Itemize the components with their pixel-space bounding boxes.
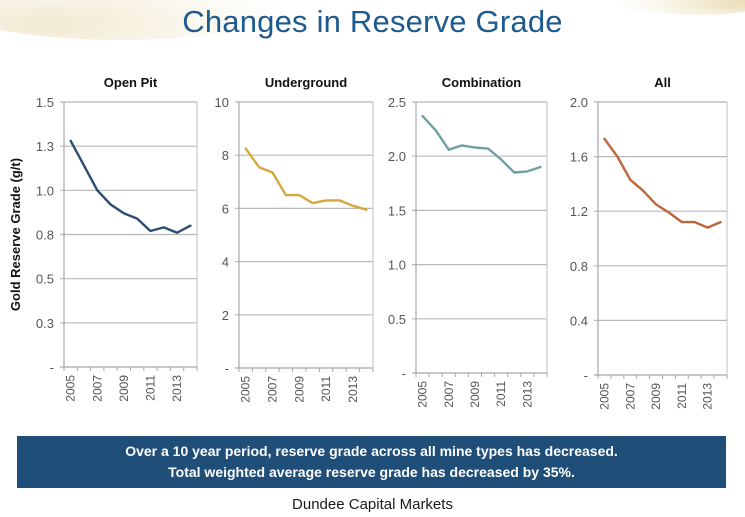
y-tick-label: 1.5 xyxy=(388,203,406,218)
charts-panel: Open Pit - 0.3 0.5 0.8 1.0 1.3 1.5 2005 2007 2009 2… xyxy=(8,75,728,410)
series-line-open-pit xyxy=(69,139,192,234)
source-credit: Dundee Capital Markets xyxy=(292,496,453,513)
y-tick-label: 2.0 xyxy=(388,149,406,164)
y-tick-label: 0.5 xyxy=(36,272,54,287)
y-tick-label: 1.0 xyxy=(388,258,406,273)
series-line-underground xyxy=(244,147,368,211)
x-tick-label: 2011 xyxy=(675,383,689,409)
series-line-combination xyxy=(421,114,542,174)
chart-title: Underground xyxy=(265,75,347,90)
x-tick-label: 2011 xyxy=(143,375,157,401)
x-tick-label: 2005 xyxy=(239,376,253,403)
x-tick-label: 2013 xyxy=(520,381,534,408)
x-tick-label: 2005 xyxy=(597,383,611,410)
x-tick-label: 2013 xyxy=(346,376,360,403)
x-tick-label: 2007 xyxy=(442,381,456,408)
y-tick-label: 0.4 xyxy=(570,313,588,328)
x-tick-label: 2013 xyxy=(170,375,184,402)
page-title: Changes in Reserve Grade xyxy=(182,4,563,39)
x-tick-label: 2009 xyxy=(468,381,482,408)
y-tick-label: 1.6 xyxy=(570,150,588,165)
y-tick-label: 8 xyxy=(222,148,229,163)
x-tick-label: 2011 xyxy=(494,381,508,407)
callout-line-2: Total weighted average reserve grade has… xyxy=(168,464,575,480)
y-tick-label: - xyxy=(225,361,229,376)
y-tick-label: 0.5 xyxy=(388,312,406,327)
summary-callout: Over a 10 year period, reserve grade acr… xyxy=(17,436,726,488)
chart-title: Open Pit xyxy=(104,75,158,90)
y-tick-label: 10 xyxy=(215,95,229,110)
y-tick-label: 6 xyxy=(222,201,229,216)
x-tick-label: 2007 xyxy=(623,383,637,410)
x-tick-label: 2009 xyxy=(292,376,306,403)
y-tick-label: 0.3 xyxy=(36,316,54,331)
x-tick-label: 2011 xyxy=(319,376,333,402)
chart-title: Combination xyxy=(442,75,521,90)
y-tick-label: 0.8 xyxy=(570,259,588,274)
y-tick-label: - xyxy=(584,368,588,383)
y-tick-label: 1.2 xyxy=(570,204,588,219)
chart-title: All xyxy=(654,75,671,90)
y-tick-label: 1.5 xyxy=(36,95,54,110)
y-tick-label: 2.0 xyxy=(570,95,588,110)
y-tick-label: - xyxy=(402,366,406,381)
y-tick-label: 0.8 xyxy=(36,228,54,243)
y-tick-label: 4 xyxy=(222,255,229,270)
x-tick-label: 2005 xyxy=(416,381,430,408)
y-tick-label: 1.3 xyxy=(36,139,54,154)
x-tick-label: 2009 xyxy=(117,375,131,402)
y-tick-label: - xyxy=(50,360,54,375)
y-axis-label: Gold Reserve Grade (g/t) xyxy=(8,158,23,311)
x-tick-label: 2007 xyxy=(90,375,104,402)
x-tick-label: 2007 xyxy=(266,376,280,403)
x-tick-label: 2005 xyxy=(64,375,78,402)
y-tick-label: 2 xyxy=(222,308,229,323)
y-tick-label: 1.0 xyxy=(36,183,54,198)
series-line-all xyxy=(603,137,722,229)
callout-line-1: Over a 10 year period, reserve grade acr… xyxy=(125,443,618,459)
x-tick-label: 2013 xyxy=(701,383,715,410)
x-tick-label: 2009 xyxy=(649,383,663,410)
y-tick-label: 2.5 xyxy=(388,95,406,110)
